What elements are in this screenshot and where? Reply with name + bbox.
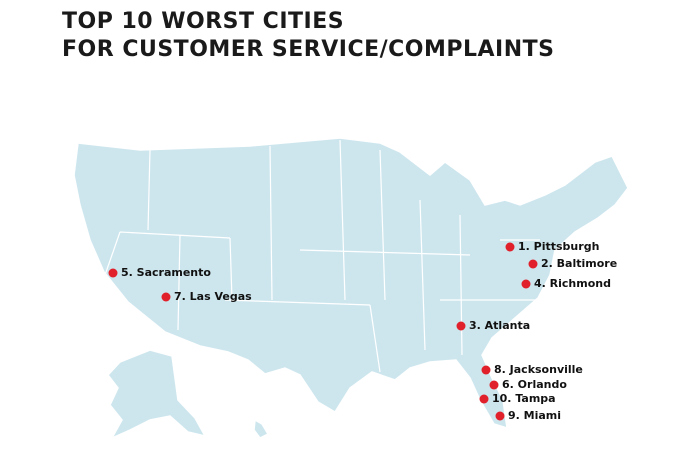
city-label: 6. Orlando	[502, 378, 567, 391]
city-label: 2. Baltimore	[541, 257, 617, 270]
city-dot	[108, 268, 118, 278]
city-dot	[481, 365, 491, 375]
city-dot	[456, 321, 466, 331]
city-dot	[161, 292, 171, 302]
city-label: 3. Atlanta	[469, 319, 530, 332]
city-label: 5. Sacramento	[121, 266, 211, 279]
city-dot	[489, 380, 499, 390]
alaska	[107, 349, 207, 440]
title-line: TOP 10 WORST CITIES	[62, 9, 344, 34]
city-dot	[528, 259, 538, 269]
city-dot	[495, 411, 505, 421]
state-borders	[104, 139, 545, 373]
city-label: 4. Richmond	[534, 277, 611, 290]
city-label: 1. Pittsburgh	[518, 240, 599, 253]
city-label: 10. Tampa	[492, 392, 556, 405]
contiguous-us	[73, 137, 629, 430]
city-markers: 1. Pittsburgh 2. Baltimore 4. Richmond 3. A…	[108, 240, 617, 422]
city-dot	[521, 279, 531, 289]
us-map	[73, 137, 629, 440]
city-label: 7. Las Vegas	[174, 290, 252, 303]
hawaii	[253, 418, 270, 439]
city-label: 9. Miami	[508, 409, 561, 422]
city-label: 8. Jacksonville	[494, 363, 583, 376]
city-dot	[479, 394, 489, 404]
title-line: FOR CUSTOMER SERVICE/COMPLAINTS	[62, 37, 555, 62]
city-dot	[505, 242, 515, 252]
